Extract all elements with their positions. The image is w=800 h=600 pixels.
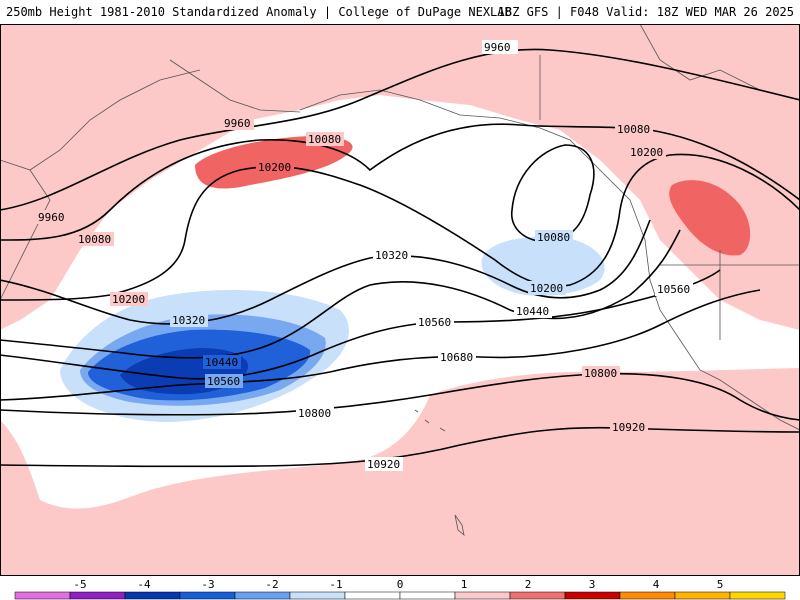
- colorbar-swatch: [69, 591, 126, 600]
- colorbar-swatch: [509, 591, 566, 600]
- contour-label: 9960: [38, 211, 65, 224]
- contour-10800: [0, 372, 800, 421]
- colorbar-swatch: [14, 591, 71, 600]
- colorbar-tick-label: -4: [137, 578, 151, 591]
- contour-label: 10320: [172, 314, 205, 327]
- colorbar-labels: -5 -4 -3 -2 -1 0 1 2 3 4 5: [73, 578, 723, 591]
- colorbar-swatch: [674, 591, 731, 600]
- contour-label: 10080: [308, 133, 341, 146]
- colorbar-swatch: [124, 591, 181, 600]
- contour-label: 10200: [530, 282, 563, 295]
- contour-label: 10560: [207, 375, 240, 388]
- contour-9960: [0, 48, 800, 211]
- colorbar-swatch: [289, 591, 346, 600]
- contour-label: 10320: [375, 249, 408, 262]
- contour-label: 10080: [617, 123, 650, 136]
- colorbar-swatch: [344, 591, 401, 600]
- colorbar-tick-label: 4: [653, 578, 660, 591]
- contour-label: 10440: [205, 356, 238, 369]
- contour-label: 10080: [537, 231, 570, 244]
- colorbar-tick-label: -1: [329, 578, 342, 591]
- contour-10560: [0, 269, 721, 380]
- contour-label: 10200: [630, 146, 663, 159]
- colorbar-swatch: [399, 591, 456, 600]
- map-header: 250mb Height 1981-2010 Standardized Anom…: [0, 0, 800, 24]
- colorbar-tick-label: 5: [717, 578, 724, 591]
- contour-label: 10080: [78, 233, 111, 246]
- colorbar-tick-label: 1: [461, 578, 468, 591]
- contour-label: 10920: [612, 421, 645, 434]
- colorbar-tick-label: 0: [397, 578, 404, 591]
- contour-label: 10440: [516, 305, 549, 318]
- contour-label: 9960: [224, 117, 251, 130]
- contour-label: 9960: [484, 41, 511, 54]
- contour-label: 10920: [367, 458, 400, 471]
- colorbar-swatch: [564, 591, 621, 600]
- colorbar-tick-label: -2: [265, 578, 278, 591]
- colorbar-tick-label: -5: [73, 578, 86, 591]
- colorbar-swatch: [179, 591, 236, 600]
- anomaly-map: 9960 9960 9960 10080 10080 10080 10080 1…: [0, 24, 800, 576]
- contour-10200: [0, 153, 800, 301]
- contour-label: 10800: [298, 407, 331, 420]
- colorbar-swatch: [234, 591, 291, 600]
- contour-label: 10560: [657, 283, 690, 296]
- contour-10320: [0, 219, 651, 325]
- contour-10680: [0, 289, 761, 401]
- run-valid-time: 18Z GFS | F048 Valid: 18Z WED MAR 26 202…: [497, 5, 794, 19]
- contour-10080-low: [511, 144, 595, 243]
- colorbar: -5 -4 -3 -2 -1 0 1 2 3 4 5: [0, 576, 800, 600]
- contour-10080: [0, 123, 800, 241]
- contour-label: 10560: [418, 316, 451, 329]
- colorbar-swatches: [14, 591, 786, 600]
- colorbar-swatch: [619, 591, 676, 600]
- colorbar-swatch: [729, 591, 786, 600]
- colorbar-tick-label: 2: [525, 578, 532, 591]
- contour-labels: 9960 9960 9960 10080 10080 10080 10080 1…: [36, 40, 693, 471]
- contour-label: 10680: [440, 351, 473, 364]
- contour-10440: [0, 229, 681, 359]
- contour-label: 10800: [584, 367, 617, 380]
- colorbar-swatch: [454, 591, 511, 600]
- map-title: 250mb Height 1981-2010 Standardized Anom…: [6, 5, 512, 19]
- positive-anomaly-shading: [0, 24, 800, 576]
- contour-label: 10200: [112, 293, 145, 306]
- contour-label: 10200: [258, 161, 291, 174]
- height-contours: [0, 48, 800, 468]
- contour-10920: [0, 426, 800, 468]
- colorbar-tick-label: -3: [201, 578, 214, 591]
- colorbar-tick-label: 3: [589, 578, 596, 591]
